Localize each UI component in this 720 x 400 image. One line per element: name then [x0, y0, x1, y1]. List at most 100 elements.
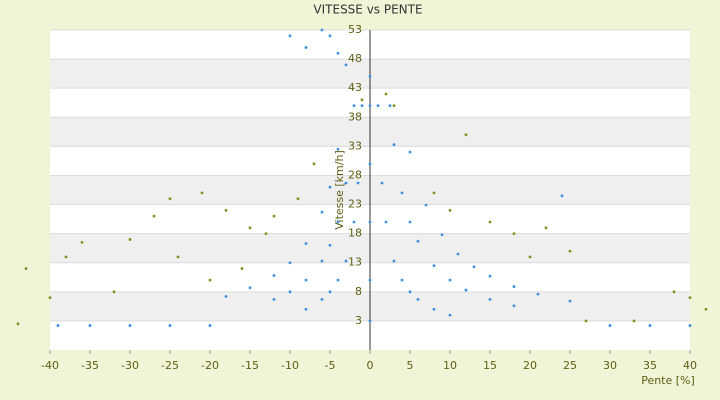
point — [224, 208, 228, 212]
x-tick-label: -20 — [201, 359, 219, 372]
x-tick-label: -25 — [161, 359, 179, 372]
x-axis-label: Pente [%] — [641, 374, 695, 387]
point — [224, 295, 228, 298]
point — [544, 226, 548, 230]
point — [648, 324, 652, 327]
point — [560, 194, 564, 198]
point — [408, 290, 412, 294]
point — [352, 220, 356, 224]
x-tick-label: -30 — [121, 359, 139, 372]
point — [432, 191, 436, 195]
point — [368, 278, 372, 282]
point — [512, 285, 516, 288]
point — [272, 297, 276, 301]
point — [456, 252, 460, 256]
point — [392, 143, 396, 147]
point — [416, 239, 420, 243]
y-tick-label: 8 — [355, 285, 362, 298]
point — [392, 104, 396, 108]
point — [488, 274, 492, 278]
point — [128, 324, 132, 327]
point — [512, 232, 516, 236]
point — [112, 290, 116, 294]
point — [264, 232, 268, 236]
point — [328, 290, 332, 294]
point — [448, 278, 452, 282]
point — [296, 197, 300, 201]
point — [88, 324, 92, 327]
point — [388, 104, 392, 108]
point — [288, 261, 292, 265]
point — [336, 278, 340, 282]
point — [368, 220, 372, 224]
point — [168, 197, 172, 201]
point — [304, 242, 308, 245]
y-tick-label: 53 — [348, 23, 362, 36]
point — [352, 104, 356, 108]
point — [568, 249, 572, 253]
point — [608, 324, 612, 327]
y-tick-label: 18 — [348, 227, 362, 240]
point — [24, 267, 28, 270]
point — [288, 34, 292, 38]
point — [336, 147, 340, 151]
y-tick-label: 13 — [348, 256, 362, 269]
point — [128, 238, 132, 241]
point — [380, 181, 384, 185]
point — [80, 240, 84, 244]
point — [200, 191, 204, 195]
point — [328, 34, 332, 38]
x-tick-label: 5 — [407, 359, 414, 372]
point — [56, 324, 60, 327]
point — [672, 290, 676, 294]
point — [400, 278, 404, 282]
point — [328, 243, 332, 247]
point — [248, 226, 252, 230]
point — [328, 185, 332, 189]
y-tick-label: 3 — [355, 314, 362, 327]
point — [408, 220, 412, 224]
point — [416, 297, 420, 301]
point — [568, 299, 572, 303]
point — [48, 296, 52, 300]
point — [168, 324, 172, 327]
point — [64, 255, 68, 259]
y-tick-label: 33 — [348, 139, 362, 152]
point — [632, 319, 636, 323]
point — [688, 324, 692, 327]
x-tick-label: 35 — [643, 359, 657, 372]
point — [376, 104, 380, 108]
point — [320, 28, 324, 32]
y-tick-label: 43 — [348, 81, 362, 94]
point — [304, 307, 308, 311]
point — [400, 191, 404, 195]
point — [288, 290, 292, 294]
point — [432, 264, 436, 268]
point — [424, 203, 428, 207]
point — [320, 259, 324, 263]
point — [208, 324, 212, 327]
point — [344, 181, 348, 185]
x-tick-label: 25 — [563, 359, 577, 372]
x-tick-label: 20 — [523, 359, 537, 372]
point — [240, 267, 244, 270]
point — [488, 297, 492, 301]
point — [688, 296, 692, 300]
point — [472, 265, 476, 269]
x-tick-label: -40 — [41, 359, 59, 372]
y-tick-label: 23 — [348, 198, 362, 211]
point — [448, 208, 452, 212]
point — [464, 133, 468, 137]
point — [16, 322, 20, 326]
point — [432, 307, 436, 311]
point — [304, 278, 308, 282]
x-tick-label: 0 — [367, 359, 374, 372]
point — [272, 214, 276, 218]
x-tick-label: 10 — [443, 359, 457, 372]
point — [356, 181, 360, 185]
point — [304, 46, 308, 49]
point — [488, 220, 492, 224]
point — [368, 104, 372, 108]
point — [528, 255, 532, 259]
